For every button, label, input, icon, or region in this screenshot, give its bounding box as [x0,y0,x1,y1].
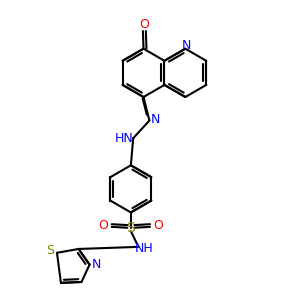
Text: NH: NH [135,242,154,254]
Text: O: O [98,220,108,232]
Text: N: N [151,112,160,126]
Text: HN: HN [115,132,134,145]
Text: S: S [127,221,135,235]
Text: N: N [182,39,191,52]
Text: O: O [139,18,149,31]
Text: O: O [153,220,163,232]
Text: S: S [46,244,55,257]
Text: N: N [92,258,101,271]
